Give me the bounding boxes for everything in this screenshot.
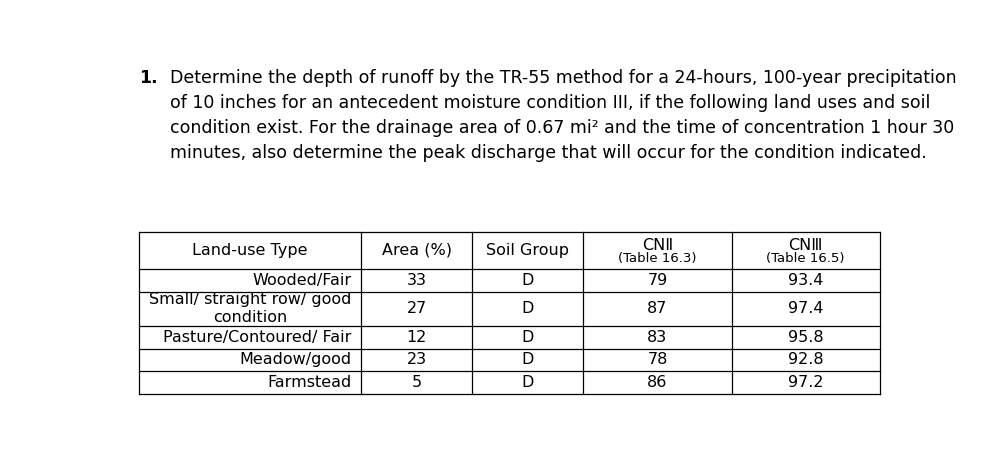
Text: 5: 5 — [412, 375, 422, 391]
Text: 33: 33 — [407, 273, 427, 288]
Text: 92.8: 92.8 — [788, 352, 823, 367]
Text: 97.2: 97.2 — [788, 375, 823, 391]
Text: 1.: 1. — [139, 70, 158, 88]
Text: of 10 inches for an antecedent moisture condition III, if the following land use: of 10 inches for an antecedent moisture … — [170, 94, 930, 112]
Text: 78: 78 — [647, 352, 667, 367]
Text: Area (%): Area (%) — [382, 243, 452, 258]
Text: Land-use Type: Land-use Type — [192, 243, 308, 258]
Text: D: D — [521, 330, 534, 344]
Text: Determine the depth of runoff by the TR-55 method for a 24-hours, 100-year preci: Determine the depth of runoff by the TR-… — [170, 70, 956, 88]
Text: Small/ straight row/ good
condition: Small/ straight row/ good condition — [150, 292, 352, 325]
Text: 93.4: 93.4 — [788, 273, 823, 288]
Text: CNⅢ: CNⅢ — [788, 238, 823, 253]
Text: 97.4: 97.4 — [788, 301, 823, 316]
Text: minutes, also determine the peak discharge that will occur for the condition ind: minutes, also determine the peak dischar… — [170, 144, 926, 162]
Text: 86: 86 — [647, 375, 667, 391]
Text: condition exist. For the drainage area of 0.67 mi² and the time of concentration: condition exist. For the drainage area o… — [170, 119, 954, 137]
Text: Wooded/Fair: Wooded/Fair — [253, 273, 352, 288]
Text: D: D — [521, 301, 534, 316]
Text: 27: 27 — [407, 301, 427, 316]
Text: 79: 79 — [647, 273, 667, 288]
Text: 12: 12 — [407, 330, 427, 344]
Text: Farmstead: Farmstead — [268, 375, 352, 391]
Text: D: D — [521, 352, 534, 367]
Text: 87: 87 — [647, 301, 667, 316]
Text: 83: 83 — [647, 330, 667, 344]
Text: (Table 16.3): (Table 16.3) — [618, 252, 696, 265]
Text: CNⅡ: CNⅡ — [641, 238, 673, 253]
Text: D: D — [521, 273, 534, 288]
Text: 23: 23 — [407, 352, 427, 367]
Text: Soil Group: Soil Group — [487, 243, 569, 258]
Text: D: D — [521, 375, 534, 391]
Text: Meadow/good: Meadow/good — [240, 352, 352, 367]
Text: (Table 16.5): (Table 16.5) — [766, 252, 845, 265]
Text: Pasture/Contoured/ Fair: Pasture/Contoured/ Fair — [164, 330, 352, 344]
Text: 95.8: 95.8 — [788, 330, 823, 344]
